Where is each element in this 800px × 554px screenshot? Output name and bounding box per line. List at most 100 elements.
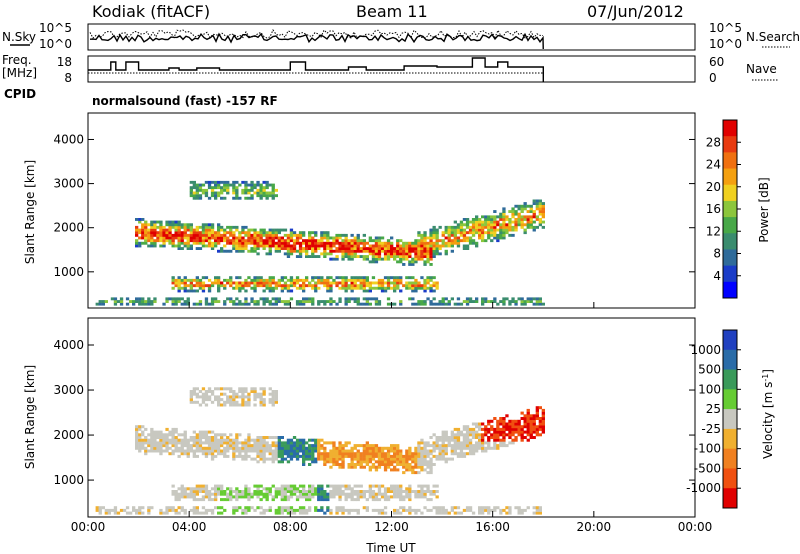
heatmap-cell [487, 444, 491, 448]
heatmap-cell [271, 457, 275, 461]
nsearch-tick-low: 10^0 [709, 37, 742, 51]
heatmap-cell [183, 302, 187, 306]
heatmap-cell [220, 490, 224, 493]
heatmap-cell [204, 430, 209, 434]
heatmap-cell [268, 244, 272, 248]
heatmap-cell [204, 300, 209, 303]
heatmap-cell [341, 454, 345, 458]
heatmap-cell [393, 446, 397, 450]
heatmap-cell [144, 228, 148, 232]
heatmap-cell [329, 441, 333, 445]
heatmap-cell [368, 457, 372, 461]
heatmap-cell [462, 441, 467, 445]
heatmap-cell [402, 249, 406, 253]
heatmap-cell [232, 244, 236, 248]
heatmap-cell [526, 204, 530, 208]
heatmap-cell [365, 449, 369, 453]
heatmap-cell [462, 436, 467, 439]
heatmap-cell [280, 457, 284, 461]
heatmap-cell [520, 220, 524, 224]
heatmap-cell [326, 484, 330, 488]
heatmap-cell [292, 441, 297, 445]
heatmap-cell [113, 511, 118, 515]
heatmap-cell [232, 400, 236, 404]
heatmap-cell [493, 444, 497, 448]
heatmap-cell [186, 289, 190, 293]
heatmap-cell [435, 511, 439, 515]
colorbar-frame [722, 329, 738, 509]
heatmap-cell [201, 241, 206, 245]
heatmap-cell [417, 302, 421, 306]
heatmap-cell [283, 281, 288, 285]
heatmap-cell [320, 276, 324, 280]
heatmap-cell [478, 223, 482, 227]
heatmap-cell [180, 438, 184, 442]
heatmap-cell [238, 183, 242, 187]
heatmap-cell [207, 286, 212, 290]
heatmap-cell [429, 233, 433, 237]
heatmap-cell [235, 495, 239, 499]
heatmap-cell [177, 300, 181, 303]
heatmap-cell [374, 452, 379, 456]
heatmap-cell [210, 186, 215, 190]
heatmap-cell [305, 278, 309, 282]
heatmap-cell [329, 457, 333, 461]
heatmap-cell [465, 508, 470, 512]
heatmap-cell [356, 255, 360, 258]
heatmap-cell [159, 430, 163, 434]
heatmap-cell [223, 244, 227, 248]
heatmap-cell [302, 233, 306, 237]
heatmap-cell [150, 244, 154, 248]
heatmap-cell [514, 430, 518, 434]
heatmap-cell [362, 446, 366, 450]
heatmap-cell [144, 231, 148, 235]
heatmap-cell [405, 452, 409, 456]
heatmap-cell [247, 191, 251, 195]
heatmap-cell [423, 249, 427, 253]
heatmap-cell [317, 302, 321, 306]
heatmap-cell [314, 441, 318, 445]
heatmap-cell [168, 438, 172, 442]
heatmap-cell [177, 286, 181, 290]
heatmap-cell [399, 260, 403, 264]
heatmap-cell [435, 436, 439, 439]
heatmap-cell [289, 231, 294, 235]
heatmap-cell [447, 302, 451, 306]
heatmap-cell [435, 441, 439, 445]
heatmap-cell [402, 263, 406, 266]
heatmap-cell [341, 249, 345, 253]
heatmap-cell [308, 487, 312, 491]
heatmap-cell [526, 430, 530, 434]
heatmap-cell [162, 438, 166, 442]
heatmap-cell [201, 281, 206, 285]
heatmap-cell [335, 511, 339, 515]
heatmap-cell [165, 444, 169, 448]
heatmap-cell [499, 212, 503, 216]
heatmap-cell [174, 231, 178, 235]
heatmap-cell [362, 278, 366, 282]
heatmap-cell [487, 506, 491, 510]
heatmap-cell [247, 236, 251, 240]
heatmap-cell [326, 247, 330, 250]
heatmap-cell [156, 231, 160, 235]
heatmap-cell [359, 247, 363, 250]
heatmap-cell [250, 449, 254, 453]
heatmap-cell [396, 444, 400, 448]
heatmap-cell [305, 449, 309, 453]
heatmap-cell [350, 454, 354, 458]
heatmap-cell [490, 220, 494, 224]
heatmap-cell [189, 223, 193, 227]
heatmap-cell [405, 286, 409, 290]
heatmap-cell [396, 452, 400, 456]
heatmap-cell [214, 490, 218, 493]
heatmap-cell [332, 495, 336, 499]
heatmap-cell [399, 278, 403, 282]
heatmap-cell [478, 233, 482, 237]
heatmap-cell [171, 302, 175, 306]
heatmap-cell [289, 236, 294, 240]
heatmap-cell [286, 278, 291, 282]
heatmap-cell [277, 454, 281, 458]
heatmap-cell [435, 446, 439, 450]
heatmap-cell [253, 228, 257, 232]
heatmap-cell [289, 281, 294, 285]
